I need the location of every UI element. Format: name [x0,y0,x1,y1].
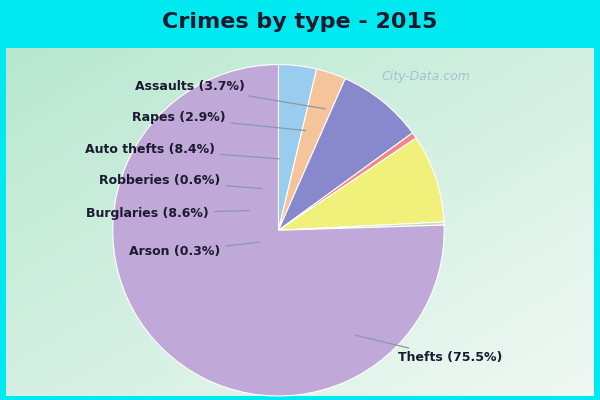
Wedge shape [113,64,444,396]
Text: Thefts (75.5%): Thefts (75.5%) [356,335,502,364]
Text: Arson (0.3%): Arson (0.3%) [129,242,259,258]
Text: Rapes (2.9%): Rapes (2.9%) [132,111,305,130]
Text: Assaults (3.7%): Assaults (3.7%) [136,80,325,109]
Text: Robberies (0.6%): Robberies (0.6%) [99,174,262,189]
Text: Burglaries (8.6%): Burglaries (8.6%) [86,207,249,220]
Wedge shape [278,222,444,230]
Text: Auto thefts (8.4%): Auto thefts (8.4%) [85,142,279,159]
Text: Crimes by type - 2015: Crimes by type - 2015 [163,12,437,32]
Text: City-Data.com: City-Data.com [382,70,470,82]
Wedge shape [278,79,413,230]
Wedge shape [278,64,317,230]
Wedge shape [278,133,416,230]
Wedge shape [278,138,444,230]
Wedge shape [278,69,345,230]
